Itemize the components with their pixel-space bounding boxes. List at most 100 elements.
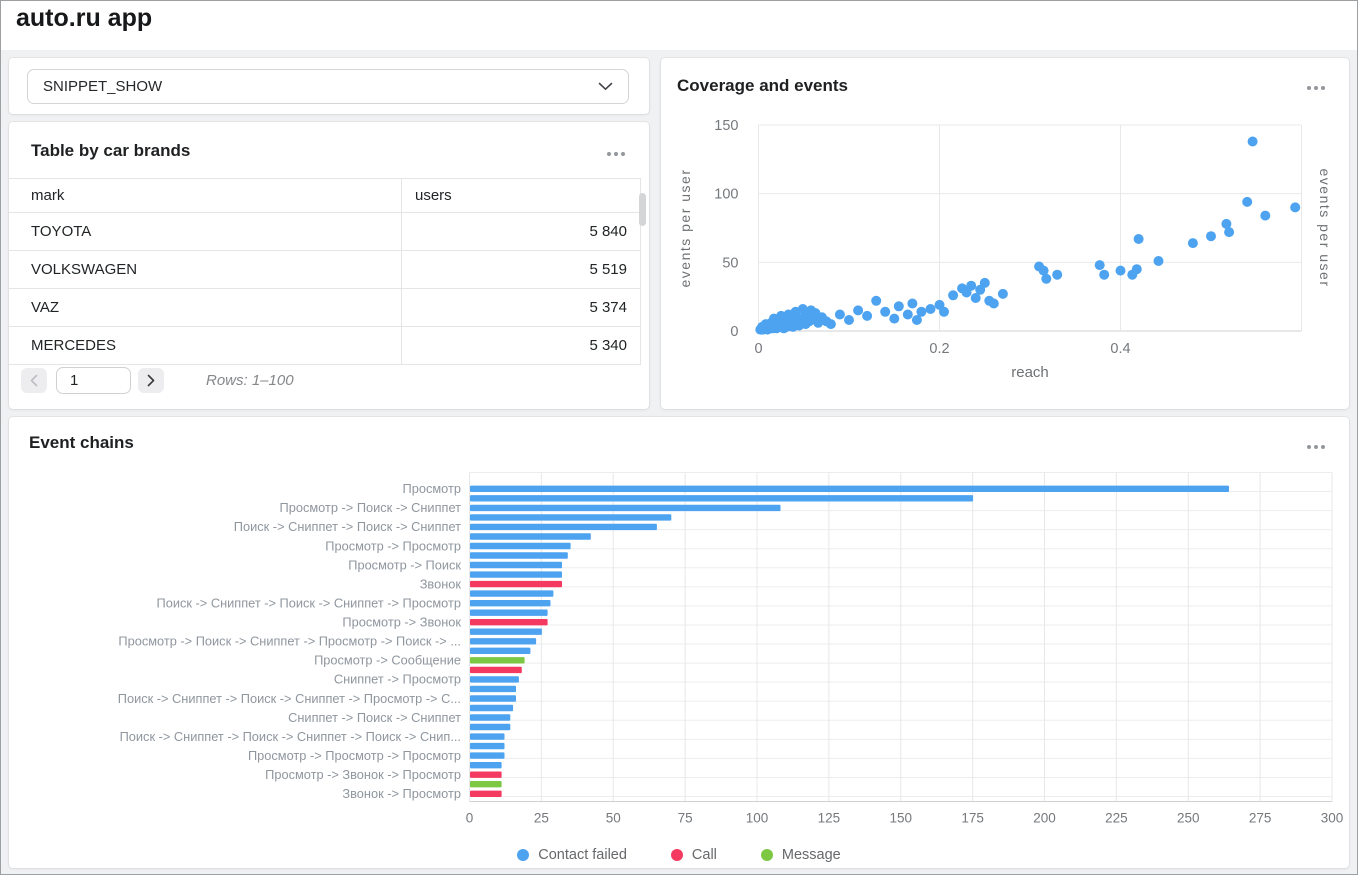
bar[interactable] bbox=[470, 714, 511, 721]
select-value: SNIPPET_SHOW bbox=[43, 78, 163, 95]
scatter-point[interactable] bbox=[1187, 238, 1198, 249]
scatter-point[interactable] bbox=[834, 309, 845, 320]
table-row[interactable]: MERCEDES 5 340 bbox=[9, 327, 641, 365]
bar[interactable] bbox=[470, 723, 511, 731]
legend-dot-icon bbox=[670, 849, 683, 861]
bar[interactable] bbox=[470, 752, 505, 759]
scatter-point[interactable] bbox=[911, 315, 922, 325]
bar[interactable] bbox=[470, 571, 562, 578]
scatter-point[interactable] bbox=[871, 295, 882, 306]
scatter-point[interactable] bbox=[1221, 218, 1232, 229]
bar[interactable] bbox=[470, 762, 502, 769]
legend-item[interactable]: Call bbox=[670, 847, 717, 863]
bar[interactable] bbox=[470, 742, 505, 750]
bar[interactable] bbox=[470, 790, 502, 797]
cell-mark: VAZ bbox=[31, 299, 60, 316]
bar[interactable] bbox=[470, 647, 531, 654]
bar[interactable] bbox=[470, 580, 562, 588]
table-row[interactable]: VAZ 5 374 bbox=[9, 289, 641, 327]
bar[interactable] bbox=[470, 561, 562, 569]
ellipsis-menu-icon[interactable] bbox=[1303, 441, 1329, 453]
scatter-point[interactable] bbox=[1153, 256, 1164, 266]
scatter-point[interactable] bbox=[1206, 231, 1216, 242]
bar[interactable] bbox=[470, 638, 537, 645]
scatter-point[interactable] bbox=[979, 277, 990, 288]
scatter-point[interactable] bbox=[1247, 136, 1258, 147]
bar[interactable] bbox=[470, 781, 502, 788]
bar[interactable] bbox=[470, 657, 525, 664]
scatter-point[interactable] bbox=[1038, 265, 1049, 276]
scatter-point[interactable] bbox=[988, 298, 999, 309]
bar[interactable] bbox=[470, 514, 672, 521]
event-selector-card: SNIPPET_SHOW bbox=[9, 58, 649, 114]
scatter-point[interactable] bbox=[862, 310, 873, 321]
bar[interactable] bbox=[470, 619, 548, 626]
bar[interactable] bbox=[470, 533, 591, 540]
bar[interactable] bbox=[470, 485, 1229, 492]
scatter-point[interactable] bbox=[966, 280, 977, 291]
x-axis-title: reach bbox=[1011, 364, 1049, 381]
bar[interactable] bbox=[470, 542, 571, 550]
scatter-point[interactable] bbox=[1094, 260, 1105, 271]
event-type-select[interactable]: SNIPPET_SHOW bbox=[27, 69, 629, 104]
legend-dot-icon bbox=[760, 849, 773, 861]
bar[interactable] bbox=[470, 666, 522, 674]
bar[interactable] bbox=[470, 609, 548, 616]
scatter-point[interactable] bbox=[902, 309, 913, 320]
scatter-point[interactable] bbox=[1115, 265, 1126, 276]
next-page-button[interactable] bbox=[138, 368, 164, 393]
scatter-point[interactable] bbox=[1260, 210, 1271, 221]
chain-label: Поиск -> Сниппет -> Поиск -> Сниппет -> … bbox=[120, 729, 461, 744]
bar[interactable] bbox=[470, 628, 542, 635]
legend-item[interactable]: Contact failed bbox=[517, 847, 627, 863]
scatter-point[interactable] bbox=[844, 315, 854, 325]
column-header-mark[interactable]: mark bbox=[31, 187, 65, 204]
scatter-point[interactable] bbox=[970, 293, 981, 303]
table-row[interactable]: TOYOTA 5 840 bbox=[9, 213, 641, 251]
scatter-point[interactable] bbox=[925, 304, 936, 314]
x-tick-label: 0 bbox=[754, 341, 762, 357]
scatter-point[interactable] bbox=[916, 306, 927, 317]
table-scrollbar-thumb[interactable] bbox=[639, 193, 646, 226]
bar[interactable] bbox=[470, 600, 551, 607]
x-tick-label: 250 bbox=[1177, 811, 1200, 826]
legend-item[interactable]: Message bbox=[760, 847, 841, 863]
page-number-input[interactable] bbox=[56, 367, 131, 394]
y-tick-label: 100 bbox=[714, 187, 738, 203]
bar[interactable] bbox=[470, 676, 519, 683]
scatter-point[interactable] bbox=[1133, 234, 1144, 244]
chain-label: Сниппет -> Поиск -> Сниппет bbox=[288, 710, 461, 725]
bar[interactable] bbox=[470, 523, 657, 531]
prev-page-button[interactable] bbox=[21, 368, 47, 393]
bar[interactable] bbox=[470, 685, 516, 693]
bar[interactable] bbox=[470, 552, 568, 559]
bar[interactable] bbox=[470, 590, 554, 597]
scatter-point[interactable] bbox=[1052, 269, 1063, 280]
scatter-point[interactable] bbox=[1242, 196, 1253, 207]
scatter-point[interactable] bbox=[907, 298, 918, 309]
scatter-point[interactable] bbox=[880, 306, 891, 317]
scatter-point[interactable] bbox=[889, 313, 900, 324]
table-row[interactable]: VOLKSWAGEN 5 519 bbox=[9, 251, 641, 289]
cell-mark: MERCEDES bbox=[31, 337, 117, 354]
ellipsis-menu-icon[interactable] bbox=[603, 148, 629, 160]
scatter-point[interactable] bbox=[939, 306, 949, 317]
scatter-point[interactable] bbox=[948, 290, 959, 301]
scatter-point[interactable] bbox=[1290, 202, 1301, 213]
scatter-point[interactable] bbox=[997, 288, 1008, 299]
bar[interactable] bbox=[470, 771, 502, 778]
bar[interactable] bbox=[470, 504, 781, 512]
bar[interactable] bbox=[470, 704, 514, 712]
scatter-point[interactable] bbox=[825, 319, 836, 330]
bar[interactable] bbox=[470, 495, 974, 502]
scatter-point[interactable] bbox=[1099, 269, 1110, 280]
scatter-point[interactable] bbox=[893, 301, 904, 312]
scatter-point[interactable] bbox=[853, 305, 864, 316]
column-header-users[interactable]: users bbox=[401, 179, 641, 212]
bar[interactable] bbox=[470, 695, 516, 702]
scatter-point[interactable] bbox=[1224, 227, 1235, 238]
scatter-point[interactable] bbox=[1041, 273, 1052, 284]
bar[interactable] bbox=[470, 733, 505, 740]
scatter-point[interactable] bbox=[1131, 264, 1142, 275]
ellipsis-menu-icon[interactable] bbox=[1303, 82, 1329, 94]
